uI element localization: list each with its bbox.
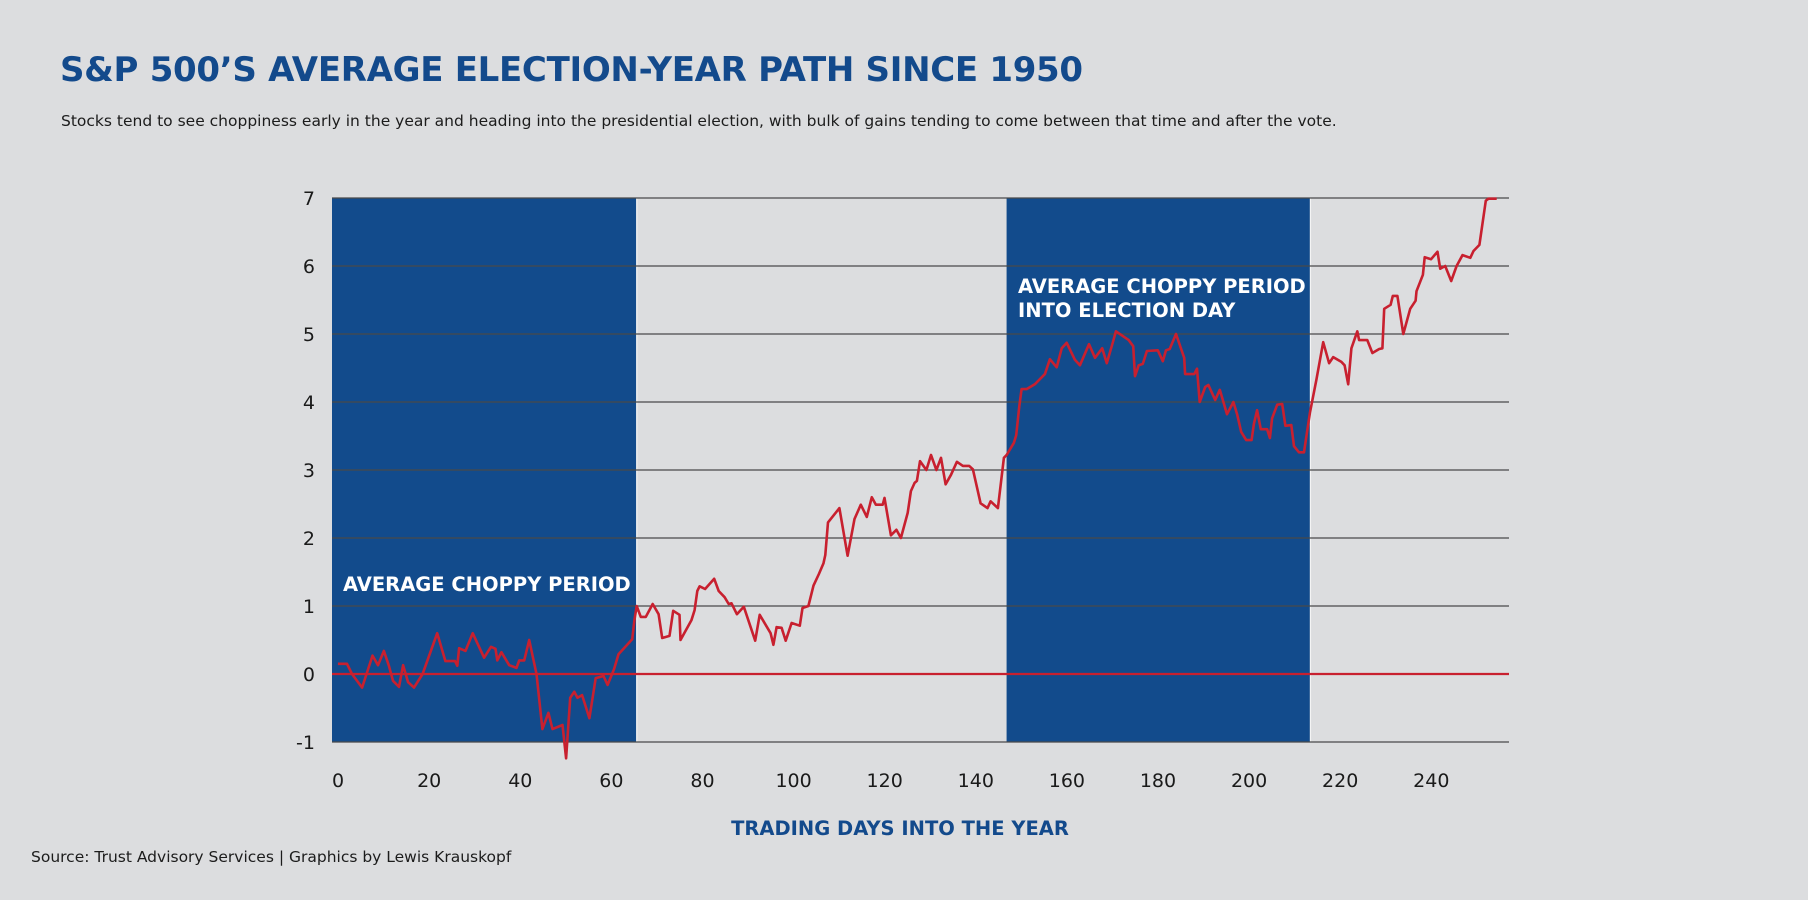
x-tick-label: 20 bbox=[417, 770, 441, 792]
y-tick-label: 6 bbox=[303, 256, 315, 278]
x-tick-label: 80 bbox=[690, 770, 714, 792]
x-tick-label: 140 bbox=[958, 770, 994, 792]
band-annotation-label: AVERAGE CHOPPY PERIOD bbox=[343, 573, 631, 596]
y-tick-label: 4 bbox=[303, 392, 315, 414]
x-tick-label: 180 bbox=[1140, 770, 1176, 792]
y-tick-label: -1 bbox=[296, 732, 315, 754]
x-tick-label: 100 bbox=[775, 770, 811, 792]
x-tick-label: 240 bbox=[1413, 770, 1449, 792]
y-tick-label: 3 bbox=[303, 460, 315, 482]
y-tick-label: 2 bbox=[303, 528, 315, 550]
x-tick-label: 200 bbox=[1231, 770, 1267, 792]
x-tick-label: 0 bbox=[332, 770, 344, 792]
chart-title: S&P 500’S AVERAGE ELECTION-YEAR PATH SIN… bbox=[60, 50, 1083, 90]
x-tick-label: 120 bbox=[867, 770, 903, 792]
x-tick-label: 40 bbox=[508, 770, 532, 792]
series-line bbox=[337, 197, 1497, 760]
x-axis-ticks: 0 20 40 60 80 100 120 140 160 180 200 220 240 bbox=[332, 770, 1449, 792]
x-tick-label: 220 bbox=[1322, 770, 1358, 792]
y-tick-label: 7 bbox=[303, 188, 315, 210]
chart-subtitle: Stocks tend to see choppiness early in t… bbox=[61, 112, 1337, 130]
y-axis-ticks: -1 0 1 2 3 4 5 6 7 bbox=[296, 188, 315, 754]
y-tick-label: 0 bbox=[303, 664, 315, 686]
y-tick-label: 5 bbox=[303, 324, 315, 346]
band-annotations: AVERAGE CHOPPY PERIOD AVERAGE CHOPPY PERI… bbox=[343, 275, 1306, 596]
band-annotation-label: INTO ELECTION DAY bbox=[1018, 299, 1236, 322]
x-tick-label: 60 bbox=[599, 770, 623, 792]
x-axis-title: TRADING DAYS INTO THE YEAR bbox=[731, 817, 1069, 840]
y-tick-label: 1 bbox=[303, 596, 315, 618]
x-tick-label: 160 bbox=[1049, 770, 1085, 792]
band-annotation-label: AVERAGE CHOPPY PERIOD bbox=[1018, 275, 1306, 298]
source-credit: Source: Trust Advisory Services | Graphi… bbox=[31, 848, 512, 866]
